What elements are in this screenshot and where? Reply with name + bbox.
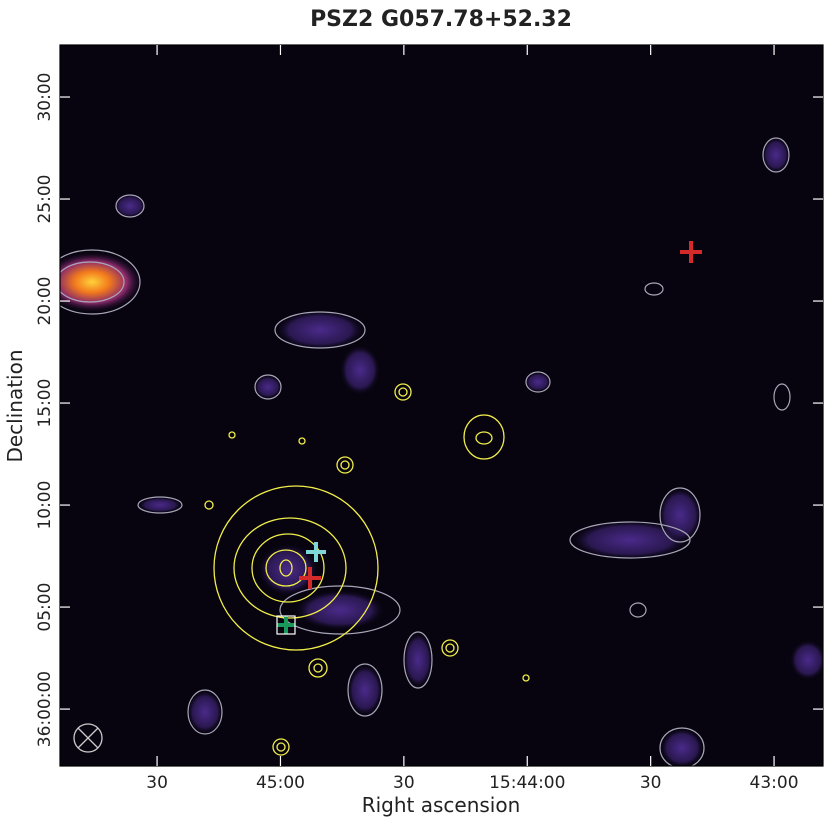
- y-tick-label: 36:00:00: [35, 671, 55, 747]
- y-tick-label: 10:00: [35, 481, 55, 530]
- sky-image: [60, 45, 823, 766]
- x-tick-label: 43:00: [750, 773, 799, 793]
- y-axis-label: Declination: [3, 349, 27, 462]
- x-tick-label: 30: [146, 773, 168, 793]
- x-tick-label: 30: [640, 773, 662, 793]
- y-tick-label: 25:00: [35, 175, 55, 224]
- y-tick-label: 15:00: [35, 379, 55, 428]
- x-tick-label: 30: [393, 773, 415, 793]
- emission: [60, 137, 823, 766]
- frame: [59, 44, 824, 767]
- x-tick-label: 15:44:00: [489, 773, 565, 793]
- y-tick-label: 20:00: [35, 277, 55, 326]
- y-tick-label: 30:00: [35, 73, 55, 122]
- y-tick-label: 05:00: [35, 583, 55, 632]
- x-tick-label: 45:00: [256, 773, 305, 793]
- chart-title: PSZ2 G057.78+52.32: [310, 7, 572, 32]
- x-axis-label: Right ascension: [362, 793, 521, 817]
